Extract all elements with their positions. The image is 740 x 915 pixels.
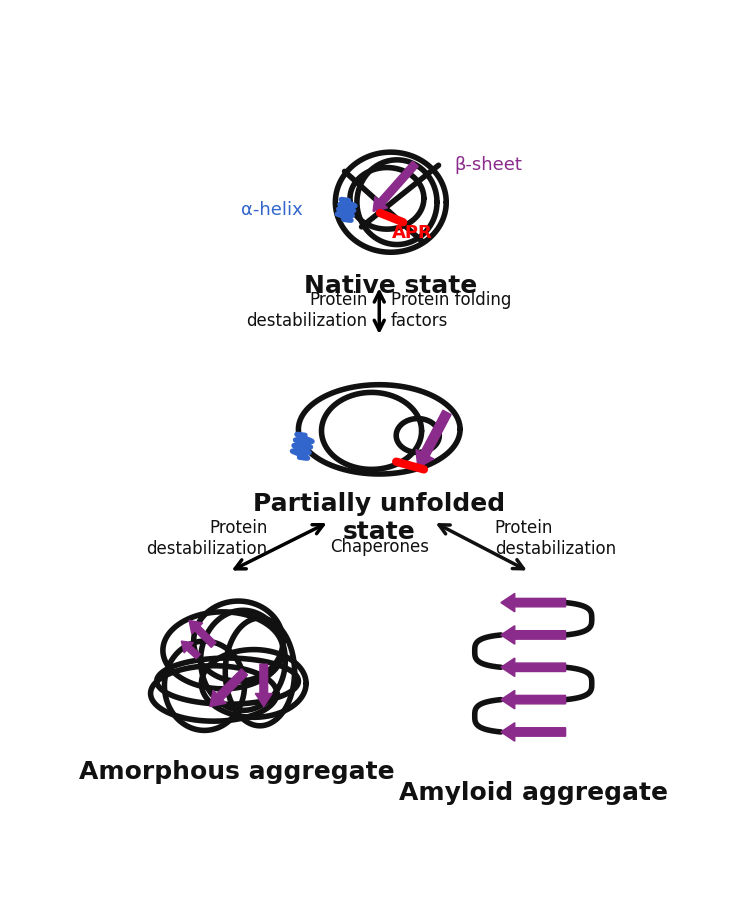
FancyArrow shape [501, 658, 565, 676]
Text: Protein folding
factors: Protein folding factors [391, 291, 511, 330]
Text: Protein
destabilization: Protein destabilization [147, 520, 268, 558]
FancyArrow shape [501, 691, 565, 709]
FancyArrow shape [181, 641, 201, 659]
FancyArrow shape [416, 410, 451, 468]
Text: Native state: Native state [304, 274, 477, 297]
Text: α-helix: α-helix [240, 201, 302, 219]
FancyArrow shape [501, 593, 565, 612]
Text: Chaperones: Chaperones [330, 538, 428, 556]
Text: Protein
destabilization: Protein destabilization [246, 291, 368, 330]
FancyArrow shape [373, 161, 418, 211]
Text: Amyloid aggregate: Amyloid aggregate [399, 781, 667, 805]
FancyArrow shape [501, 723, 565, 741]
Text: β-sheet: β-sheet [454, 156, 522, 174]
Text: APR: APR [392, 224, 433, 242]
Text: Partially unfolded
state: Partially unfolded state [253, 492, 505, 544]
FancyArrow shape [501, 626, 565, 644]
Text: Protein
destabilization: Protein destabilization [495, 520, 616, 558]
Text: Amorphous aggregate: Amorphous aggregate [79, 760, 394, 784]
FancyArrow shape [210, 669, 247, 706]
FancyArrow shape [189, 620, 216, 648]
FancyArrow shape [255, 664, 272, 706]
